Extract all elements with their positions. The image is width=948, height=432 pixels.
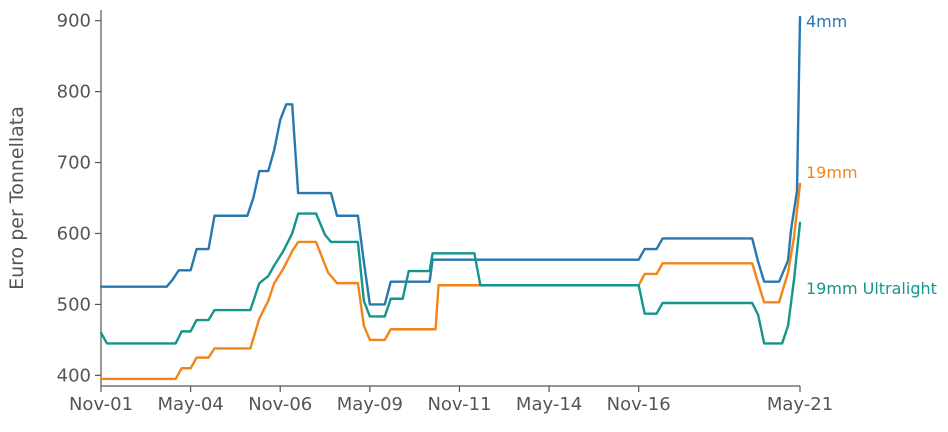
y-tick-label: 900 <box>57 11 91 32</box>
x-tick-label: Nov-16 <box>607 394 671 415</box>
y-ticks: 400 500 600 700 800 900 <box>57 11 101 386</box>
x-tick-label: May-21 <box>767 394 833 415</box>
series-label-1: 19mm <box>806 163 858 182</box>
series-line-2 <box>99 212 802 345</box>
x-tick-label: May-14 <box>516 394 582 415</box>
series-lines <box>99 15 802 381</box>
y-tick-label: 400 <box>57 365 91 386</box>
x-ticks: Nov-01 May-04 Nov-06 May-09 Nov-11 May-14 Nov-… <box>69 386 833 415</box>
series-line-0 <box>99 15 802 306</box>
series-labels: 4mm 19mm 19mm Ultralight <box>806 12 937 298</box>
y-tick-label: 600 <box>57 223 91 244</box>
y-axis-label: Euro per Tonnellata <box>6 106 28 290</box>
x-tick-label: Nov-11 <box>427 394 491 415</box>
y-tick-label: 500 <box>57 294 91 315</box>
series-label-2: 19mm Ultralight <box>806 279 937 298</box>
x-tick-label: May-04 <box>157 394 223 415</box>
y-tick-label: 800 <box>57 82 91 103</box>
x-tick-label: Nov-06 <box>248 394 312 415</box>
series-label-0: 4mm <box>806 12 847 31</box>
series-line-1 <box>99 182 802 381</box>
x-tick-label: May-09 <box>337 394 403 415</box>
y-tick-label: 700 <box>57 153 91 174</box>
x-tick-label: Nov-01 <box>69 394 133 415</box>
